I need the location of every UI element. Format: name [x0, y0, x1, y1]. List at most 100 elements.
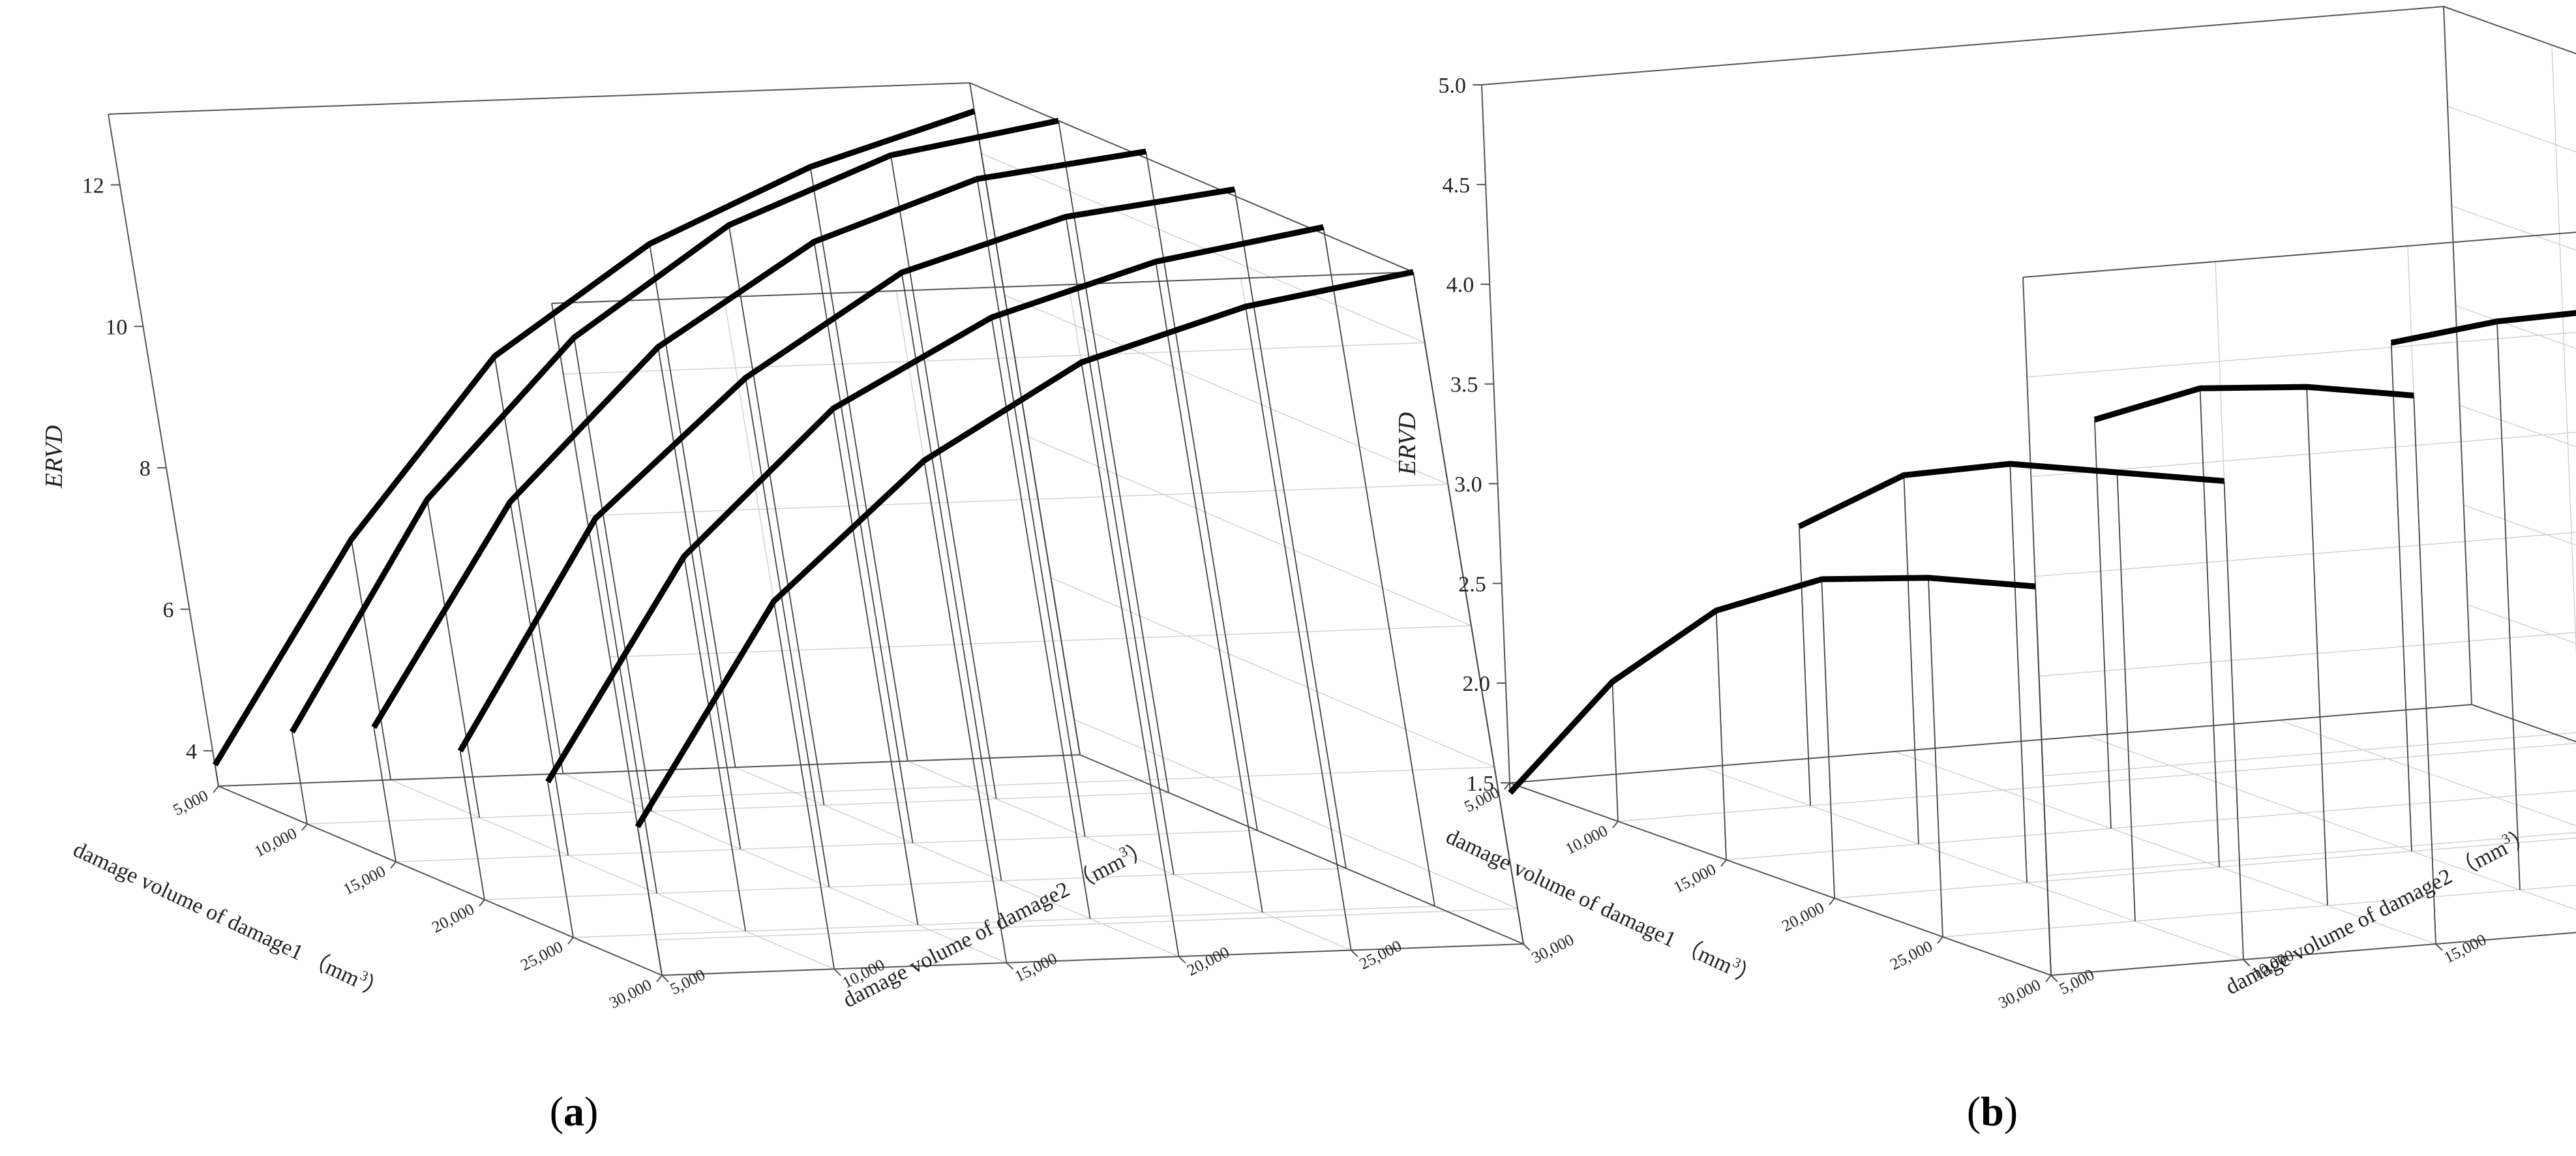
x-tick-mark — [2045, 975, 2052, 982]
box-edge — [1509, 782, 2052, 976]
drop-line — [1928, 577, 1943, 937]
drop-line — [214, 765, 219, 787]
drop-line — [901, 272, 1002, 881]
drop-line — [373, 727, 397, 862]
box-edge — [661, 943, 1524, 976]
floor-gridline — [563, 773, 1007, 964]
x-tick-mark — [1612, 821, 1619, 829]
drop-line — [637, 827, 663, 976]
box-edge — [218, 754, 1081, 787]
chart-a-x-axis-label: damage volume of damage1 （mm3） — [70, 834, 391, 1004]
drop-line — [683, 556, 747, 932]
drop-line — [2035, 586, 2052, 976]
series-line-3 — [2093, 384, 2414, 423]
drop-line — [809, 166, 908, 761]
wall-gridline — [609, 625, 1471, 658]
drop-line — [1058, 120, 1169, 793]
wall-gridline — [2463, 504, 2576, 546]
y-tick-mark — [833, 968, 841, 977]
drop-line — [1155, 261, 1263, 913]
box-edge — [2471, 704, 2576, 742]
box-edge — [2443, 6, 2576, 55]
chart-a-drop-lines — [214, 111, 1524, 976]
y-tick-mark — [2050, 975, 2058, 982]
series-line-3 — [371, 148, 1146, 729]
drop-line — [595, 518, 658, 894]
drop-line — [649, 243, 736, 768]
drop-line — [832, 408, 919, 925]
series-line-4 — [2390, 310, 2576, 346]
wall-gridline — [586, 483, 1448, 516]
drop-line — [1145, 151, 1258, 831]
floor-gridline — [1726, 790, 2576, 860]
z-tick-label: 2.0 — [1462, 672, 1490, 696]
wall-gridline — [656, 908, 1518, 941]
x-tick-label: 30,000 — [1996, 976, 2044, 1012]
y-tick-mark — [1178, 956, 1186, 964]
y-tick-mark — [1006, 962, 1014, 970]
chart-b-panel-label: (b) — [1967, 1088, 2018, 1134]
chart-a: 4 6 8 10 12 5,000 10,000 15,000 20,000 25,000 30,0… — [40, 82, 1577, 1134]
z-tick-label: 8 — [140, 457, 151, 481]
wall-gridline — [2031, 432, 2576, 478]
x-tick-mark — [479, 899, 485, 907]
chart-b-z-axis-label: ERVD — [1394, 412, 1421, 476]
wall-gridline — [633, 767, 1495, 799]
drop-line — [427, 499, 481, 818]
series-line-1 — [212, 108, 976, 767]
wall-gridline — [1004, 294, 1448, 485]
floor-gridline — [735, 767, 1179, 957]
drop-line — [890, 155, 997, 799]
drop-line — [745, 378, 830, 887]
wall-gridline — [2459, 404, 2576, 448]
x-tick-mark — [1829, 898, 1835, 905]
x-tick-label: 15,000 — [1671, 860, 1719, 896]
chart-a-y-axis-label: damage volume of damage2 （mm3） — [838, 833, 1156, 1013]
x-tick-mark — [1720, 859, 1727, 867]
drop-line — [1413, 271, 1524, 945]
chart-b-drop-lines — [1509, 321, 2521, 976]
y-tick-mark — [2435, 943, 2443, 951]
z-tick-label: 3.5 — [1450, 373, 1478, 397]
drop-line — [974, 111, 1081, 755]
drop-line — [292, 731, 308, 825]
drop-line — [2116, 472, 2136, 922]
wall-gridline — [2443, 6, 2576, 54]
box-edge — [1509, 704, 2472, 783]
y-tick-label: 30,000 — [1529, 931, 1577, 967]
y-tick-label: 20,000 — [1184, 943, 1233, 979]
wall-gridline — [2043, 732, 2576, 776]
drop-line — [1903, 475, 1919, 845]
box-edge — [2050, 932, 2576, 976]
wall-gridline — [2039, 631, 2576, 677]
floor-gridline — [573, 905, 1435, 938]
drop-line — [350, 539, 392, 780]
drop-line — [2199, 388, 2220, 868]
x-tick-mark — [1937, 936, 1943, 944]
drop-line — [657, 346, 741, 849]
box-edge — [218, 785, 663, 976]
drop-line — [773, 601, 835, 969]
series-line-1 — [1508, 575, 2036, 795]
z-tick-label: 6 — [163, 598, 174, 622]
y-tick-mark — [1523, 943, 1531, 951]
drop-line — [547, 782, 574, 938]
wall-gridline — [2551, 44, 2576, 658]
x-tick-label: 20,000 — [1779, 899, 1827, 935]
z-tick-label: 4.0 — [1446, 273, 1475, 297]
chart-b-series — [1508, 310, 2576, 795]
drop-line — [1715, 610, 1727, 860]
series-line-6 — [635, 269, 1414, 829]
y-tick-label: 5,000 — [667, 966, 708, 999]
drop-line — [2306, 387, 2328, 906]
chart-a-grid — [218, 82, 1524, 976]
chart-b-y-axis-label: damage volume of damage2 （mm3） — [2221, 820, 2538, 1000]
chart-b-x-axis-label: damage volume of damage1 （mm3） — [1443, 821, 1764, 991]
z-tick-label: 2.5 — [1458, 572, 1486, 596]
chart-a-series — [212, 108, 1414, 829]
floor-gridline — [390, 779, 835, 970]
x-tick-label: 5,000 — [170, 787, 211, 819]
y-tick-label: 25,000 — [1356, 937, 1405, 973]
y-tick-label: 15,000 — [1012, 950, 1060, 986]
